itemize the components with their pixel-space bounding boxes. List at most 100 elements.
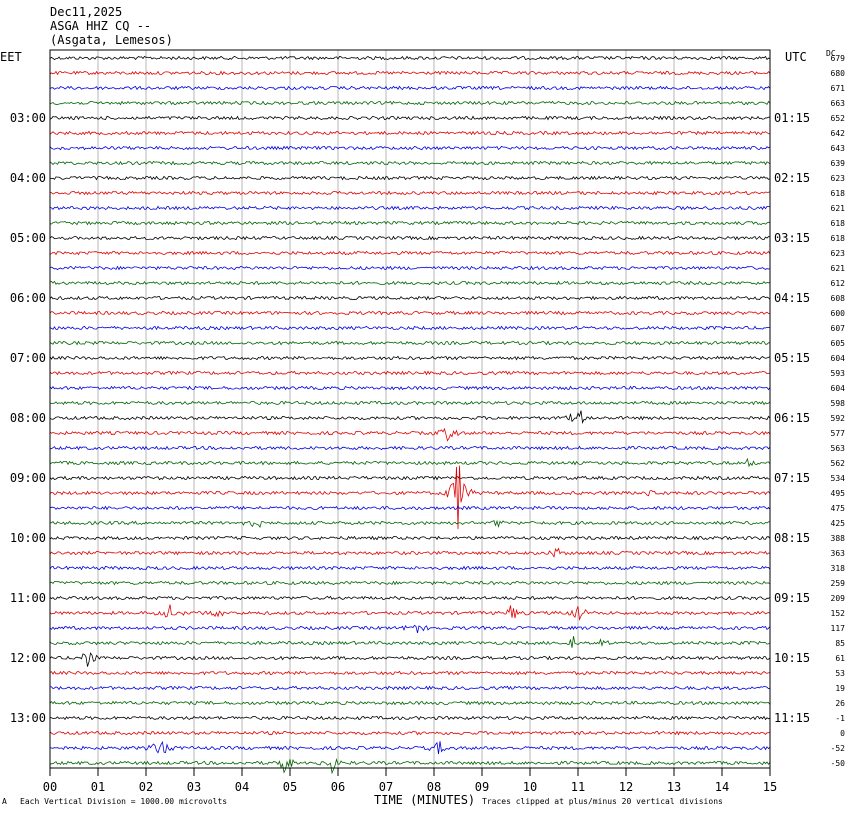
trace-row-1 — [49, 70, 771, 76]
trace-row-20 — [49, 355, 771, 361]
left-hour-label: 08:00 — [10, 411, 46, 425]
trace-row-34 — [49, 565, 771, 571]
x-tick-label-04: 04 — [235, 780, 249, 794]
left-hour-labels: 03:00 04:00 05:00 06:00 07:00 08:00 09:00 10:00… — [10, 111, 46, 725]
dc-offset-value: 0 — [840, 729, 845, 738]
x-tick-label-14: 14 — [715, 780, 729, 794]
trace-row-17 — [49, 310, 771, 316]
dc-offset-value: 19 — [835, 684, 845, 693]
dc-offset-value: 563 — [831, 444, 846, 453]
trace-row-32 — [49, 535, 771, 541]
trace-row-9 — [49, 190, 771, 196]
seismic-traces — [49, 55, 771, 775]
dc-offset-value: 621 — [831, 264, 846, 273]
dc-offset-value: 600 — [831, 309, 846, 318]
right-hour-label: 07:15 — [774, 471, 810, 485]
trace-row-16 — [49, 295, 771, 301]
dc-offset-value: 612 — [831, 279, 846, 288]
dc-offset-value: 604 — [831, 354, 846, 363]
trace-row-14 — [49, 265, 771, 271]
right-hour-label: 06:15 — [774, 411, 810, 425]
x-tick-label-07: 07 — [379, 780, 393, 794]
trace-row-41 — [49, 670, 771, 676]
dc-offset-value: -52 — [831, 744, 846, 753]
trace-row-6 — [49, 145, 771, 151]
trace-row-8 — [49, 175, 771, 181]
dc-offset-value: 117 — [831, 624, 846, 633]
left-hour-label: 10:00 — [10, 531, 46, 545]
clip-note: Traces clipped at plus/minus 20 vertical… — [482, 797, 723, 806]
dc-offset-value: 425 — [831, 519, 846, 528]
trace-row-19 — [49, 340, 771, 346]
dc-offset-value: 495 — [831, 489, 846, 498]
dc-offset-value: 652 — [831, 114, 846, 123]
right-hour-labels: 01:15 02:15 03:15 04:15 05:15 06:15 07:15 08:15… — [774, 111, 810, 725]
dc-offset-value: 598 — [831, 399, 846, 408]
dc-offset-value: 318 — [831, 564, 846, 573]
dc-offset-value: 562 — [831, 459, 846, 468]
dc-offset-value: 85 — [835, 639, 845, 648]
x-tick-label-11: 11 — [571, 780, 585, 794]
dc-offset-value: 663 — [831, 99, 846, 108]
right-hour-label: 03:15 — [774, 231, 810, 245]
x-tick-label-03: 03 — [187, 780, 201, 794]
right-hour-label: 10:15 — [774, 651, 810, 665]
trace-row-18 — [49, 325, 771, 331]
dc-offset-value: 607 — [831, 324, 846, 333]
trace-row-4 — [49, 115, 770, 121]
dc-offset-value: 623 — [831, 174, 846, 183]
trace-row-39 — [49, 636, 771, 648]
trace-row-26 — [50, 445, 771, 451]
left-hour-label: 05:00 — [10, 231, 46, 245]
left-hour-label: 03:00 — [10, 111, 46, 125]
vertical-scale-note: Each Vertical Division = 1000.00 microvo… — [20, 797, 228, 806]
dc-offset-value: 608 — [831, 294, 846, 303]
dc-offset-value: 259 — [831, 579, 846, 588]
x-tick-label-00: 00 — [43, 780, 57, 794]
dc-offset-value: 152 — [831, 609, 846, 618]
dc-offset-value: 53 — [835, 669, 845, 678]
dc-offset-value: 26 — [835, 699, 845, 708]
dc-offset-value: 671 — [831, 84, 846, 93]
dc-offset-value: 618 — [831, 234, 846, 243]
right-hour-label: 01:15 — [774, 111, 810, 125]
trace-row-3 — [49, 100, 771, 106]
dc-offset-value: 363 — [831, 549, 846, 558]
left-hour-label: 11:00 — [10, 591, 46, 605]
dc-offset-value: 621 — [831, 204, 846, 213]
trace-row-33 — [49, 547, 771, 558]
left-hour-label: 13:00 — [10, 711, 46, 725]
station-code: ASGA HHZ CQ -- — [50, 19, 152, 33]
trace-row-36 — [49, 595, 771, 601]
minute-gridlines — [49, 50, 771, 768]
trace-row-13 — [49, 250, 771, 256]
dc-offset-value: 679 — [831, 54, 846, 63]
dc-offset-value: 623 — [831, 249, 846, 258]
x-axis-ticks: 00 01 02 03 04 05 06 07 08 09 10 11 12 13 14 15 — [43, 768, 777, 794]
dc-offset-value: 618 — [831, 219, 846, 228]
x-tick-label-15: 15 — [763, 780, 777, 794]
trace-row-31 — [49, 519, 771, 529]
trace-row-44 — [49, 715, 771, 721]
dc-offset-value: 593 — [831, 369, 846, 378]
trace-row-42 — [49, 685, 771, 691]
trace-row-25 — [49, 427, 771, 442]
trace-row-38 — [49, 624, 771, 633]
plot-frame — [49, 49, 771, 769]
dc-offset-value: 475 — [831, 504, 846, 513]
trace-row-23 — [49, 400, 771, 406]
trace-row-46 — [49, 740, 771, 755]
right-hour-label: 08:15 — [774, 531, 810, 545]
right-hour-label: 11:15 — [774, 711, 810, 725]
dc-offset-value: -1 — [835, 714, 845, 723]
left-hour-label: 09:00 — [10, 471, 46, 485]
left-timezone-label: EET — [0, 50, 22, 64]
left-hour-label: 04:00 — [10, 171, 46, 185]
trace-row-12 — [49, 235, 771, 241]
dc-offset-value: 592 — [831, 414, 846, 423]
x-tick-label-06: 06 — [331, 780, 345, 794]
right-hour-label: 09:15 — [774, 591, 810, 605]
trace-row-28 — [49, 475, 771, 481]
x-axis-label: TIME (MINUTES) — [374, 793, 476, 807]
